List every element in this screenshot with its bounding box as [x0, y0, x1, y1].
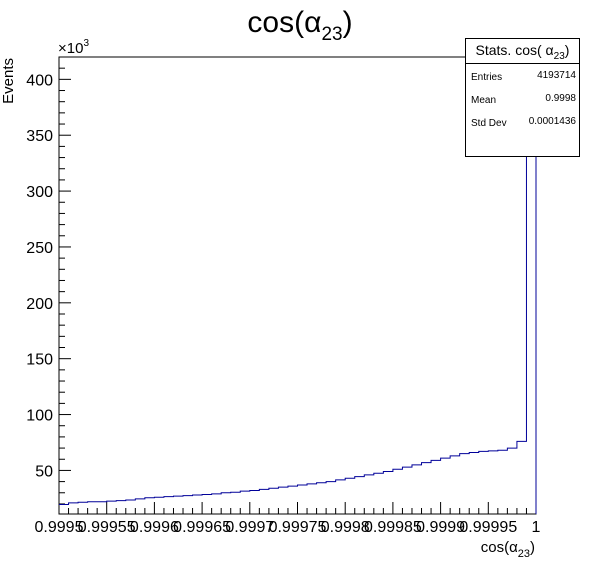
x-tick-label: 0.9998 [321, 519, 370, 536]
stats-row-mean: Mean 0.9998 [466, 87, 579, 110]
stats-stddev-value: 0.0001436 [528, 116, 576, 127]
stats-stddev-label: Std Dev [471, 118, 507, 129]
y-axis-multiplier: ×103 [58, 38, 89, 57]
stats-row-entries: Entries 4193714 [466, 64, 579, 87]
y-tick-label: 300 [26, 184, 53, 201]
x-tick-label: 0.99995 [459, 519, 517, 536]
x-tick-label: 0.9999 [416, 519, 465, 536]
y-axis-label: Events [0, 58, 17, 104]
x-axis-label: cos(α23) [481, 539, 535, 560]
y-tick-label: 250 [26, 240, 53, 257]
x-tick-label: 0.9995 [35, 519, 84, 536]
stats-entries-value: 4193714 [537, 70, 576, 81]
y-tick-labels: 50 100 150 200 250 300 350 400 [26, 72, 53, 480]
stats-box: Stats. cos( α23) Entries 4193714 Mean 0.… [465, 38, 580, 157]
x-tick-labels: 0.99950.999550.99960.999650.99970.999750… [35, 519, 541, 536]
chart-title: cos(α23) [247, 6, 352, 45]
stats-entries-label: Entries [471, 72, 503, 83]
x-tick-label: 0.99975 [269, 519, 327, 536]
y-tick-label: 400 [26, 72, 53, 89]
stats-row-stddev: Std Dev 0.0001436 [466, 110, 579, 133]
histogram-line [59, 56, 537, 514]
x-tick-label: 0.9997 [225, 519, 274, 536]
x-tick-label: 1 [532, 519, 541, 536]
stats-mean-value: 0.9998 [545, 93, 576, 104]
x-tick-label: 0.99985 [364, 519, 422, 536]
stats-title: Stats. cos( α23) [466, 39, 579, 64]
x-tick-label: 0.9996 [130, 519, 179, 536]
y-tick-label: 50 [35, 463, 53, 480]
x-tick-label: 0.99955 [78, 519, 136, 536]
y-tick-label: 200 [26, 296, 53, 313]
x-tick-label: 0.99965 [173, 519, 231, 536]
y-tick-label: 100 [26, 408, 53, 425]
y-tick-label: 150 [26, 352, 53, 369]
y-tick-label: 350 [26, 128, 53, 145]
stats-mean-label: Mean [471, 95, 497, 106]
